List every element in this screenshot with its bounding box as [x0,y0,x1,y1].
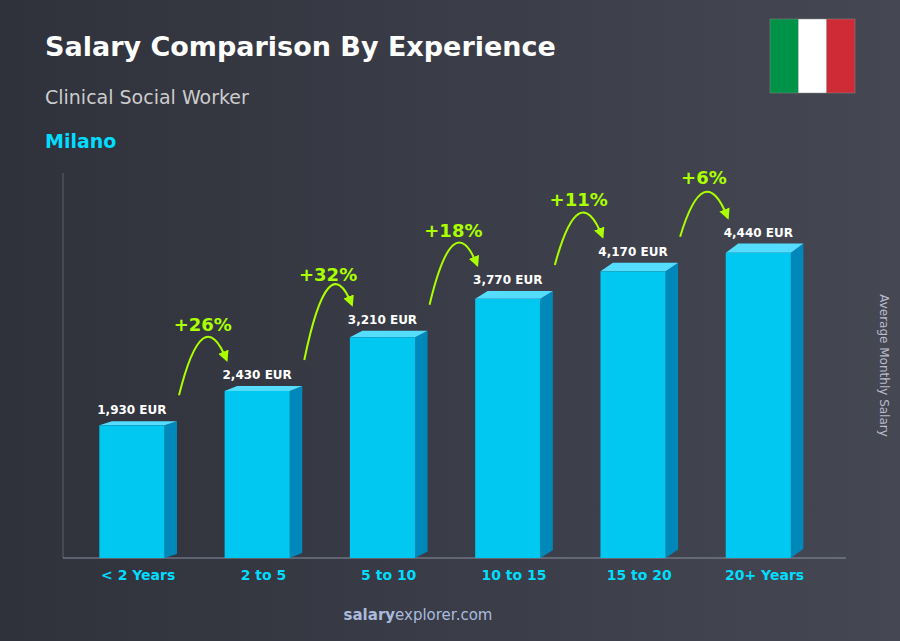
x-tick-label: 20+ Years [725,567,804,583]
pct-change: +18% [424,220,482,241]
change-arrow [304,284,352,360]
bar-side [666,263,679,558]
data-label: 2,430 EUR [223,368,292,382]
change-arrow [555,212,603,265]
flag-stripe [770,19,798,93]
bar-top [99,421,177,425]
bar-top [350,331,428,338]
pct-change: +26% [174,314,232,335]
change-arrow [179,337,227,396]
bar-top [726,244,804,253]
pct-change: +11% [550,189,608,210]
bar [350,337,415,558]
subtitle: Clinical Social Worker [45,86,249,108]
data-label: 4,440 EUR [724,226,793,240]
y-axis-label: Average Monthly Salary [877,294,891,437]
bar [726,253,791,558]
pct-change: +32% [299,264,357,285]
flag [770,19,855,93]
data-label: 3,770 EUR [473,273,542,287]
x-tick-label: 15 to 20 [607,567,672,583]
bar-side [164,421,177,558]
change-arrow [680,192,728,237]
bar-side [290,386,303,558]
city: Milano [45,130,116,152]
chart-svg: 1,930 EUR 2,430 EUR 3,210 EUR 3,770 EUR 4,17… [0,0,900,641]
bar [225,391,290,558]
title: Salary Comparison By Experience [45,31,556,62]
bar-side [540,291,553,558]
flag-stripe [827,19,855,93]
flag-stripe [798,19,826,93]
background [0,0,900,641]
bar-top [475,291,553,299]
bar-top [225,386,303,391]
x-tick-label: 5 to 10 [361,567,417,583]
bar-side [415,331,428,558]
watermark-part: explorer.com [395,606,492,624]
data-label: 1,930 EUR [97,403,166,417]
x-tick-label: < 2 Years [101,567,175,583]
flag-border [770,19,855,93]
chart-container: 1,930 EUR 2,430 EUR 3,210 EUR 3,770 EUR 4,17… [0,0,900,641]
y-axis-line [63,173,64,558]
bar [475,299,540,558]
data-label: 4,170 EUR [598,245,667,259]
pct-change: +6% [681,167,727,188]
page: {"chart_data": {"type": "bar", "title": … [0,0,900,641]
watermark: salaryexplorer.com [344,606,493,624]
bar-top [600,263,678,272]
bar [99,425,164,558]
bar-side [791,244,804,558]
bars [99,244,803,558]
x-tick-label: 2 to 5 [241,567,287,583]
x-tick-label: 10 to 15 [481,567,546,583]
bar [600,271,665,558]
change-arrow [430,242,478,304]
data-label: 3,210 EUR [348,313,417,327]
watermark-part: salary [344,606,396,624]
